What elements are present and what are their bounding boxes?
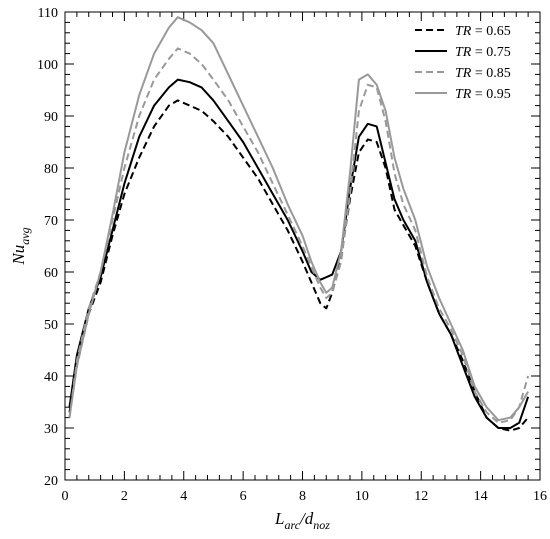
legend: TR = 0.65 TR = 0.75 TR = 0.85 TR = 0.95 xyxy=(415,24,511,102)
y-tick-label: 50 xyxy=(44,318,58,333)
x-tick-label: 2 xyxy=(121,489,128,504)
y-tick-label: 30 xyxy=(44,422,58,437)
x-tick-label: 0 xyxy=(62,489,69,504)
series-line-1 xyxy=(68,99,529,432)
x-tick-label: 16 xyxy=(533,489,547,504)
plot-frame xyxy=(64,11,541,481)
x-tick-label: 10 xyxy=(355,489,369,504)
legend-label: TR = 0.85 xyxy=(455,66,511,81)
y-tick-label: 20 xyxy=(44,474,58,489)
x-tick-label: 8 xyxy=(299,489,306,504)
legend-label: TR = 0.95 xyxy=(455,87,511,102)
series-lines xyxy=(68,16,530,432)
y-tick-label: 80 xyxy=(44,162,58,177)
y-tick-label: 110 xyxy=(38,6,58,21)
x-axis-title: Larc/dnoz xyxy=(274,509,330,532)
y-tick-label: 40 xyxy=(44,370,58,385)
series-line-2 xyxy=(68,78,530,429)
y-tick-label: 90 xyxy=(44,110,58,125)
tick-labels: 0 2 4 6 8 10 12 14 16 20 30 40 50 60 70 80 90 100 110 xyxy=(37,6,547,504)
y-axis-title: Nuavg xyxy=(9,227,32,265)
x-tick-label: 12 xyxy=(414,489,428,504)
series-line-4 xyxy=(68,16,529,422)
y-tick-label: 70 xyxy=(44,214,58,229)
y-tick-label: 60 xyxy=(44,266,58,281)
series-line-3 xyxy=(68,47,530,424)
x-tick-label: 14 xyxy=(474,489,488,504)
y-tick-label: 100 xyxy=(37,58,58,73)
legend-label: TR = 0.75 xyxy=(455,45,511,60)
tick-marks xyxy=(64,11,541,481)
legend-label: TR = 0.65 xyxy=(455,24,511,39)
x-tick-label: 4 xyxy=(180,489,187,504)
x-tick-label: 6 xyxy=(240,489,247,504)
